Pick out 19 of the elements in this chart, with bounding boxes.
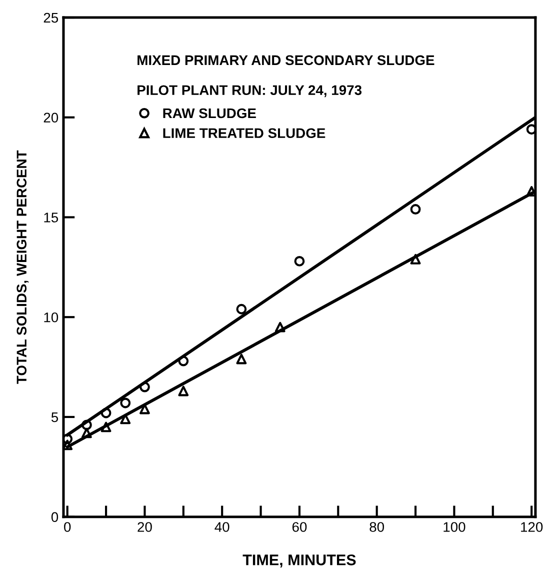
x-tick-label: 100 (444, 522, 466, 532)
y-axis-title: TOTAL SOLIDS, WEIGHT PERCENT (16, 150, 29, 384)
y-tick-label: 15 (44, 212, 58, 222)
text: PILOT PLANT RUN: JULY 24, 1973 (138, 85, 362, 98)
text: MIXED PRIMARY AND SECONDARY SLUDGE (138, 55, 434, 66)
y-tick-label: 10 (44, 312, 58, 322)
legend-label: RAW SLUDGE (163, 108, 256, 118)
x-tick-label: 120 (521, 522, 543, 532)
y-tick-label: 25 (44, 12, 58, 23)
legend-label: LIME TREATED SLUDGE (163, 128, 326, 138)
x-tick-label: 0 (64, 522, 71, 532)
x-tick-label: 80 (370, 522, 384, 532)
x-tick-label: 40 (214, 522, 230, 532)
x-tick-label: 20 (138, 522, 152, 532)
y-tick-label: 5 (51, 412, 58, 422)
x-tick-label: 60 (292, 522, 307, 532)
y-tick-label: 0 (51, 512, 58, 522)
y-tick-label: 20 (44, 112, 58, 123)
x-axis-title: TIME, MINUTES (242, 554, 356, 568)
